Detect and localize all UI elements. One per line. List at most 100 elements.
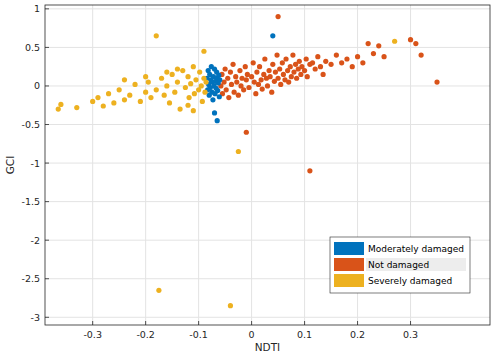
scatter-point	[217, 77, 222, 82]
y-tick-label: -2	[31, 235, 40, 246]
scatter-point	[419, 53, 424, 58]
scatter-point	[101, 103, 106, 108]
scatter-point	[334, 53, 339, 58]
x-tick-label: 0.3	[403, 329, 418, 340]
scatter-point	[305, 74, 310, 79]
scatter-point	[275, 14, 280, 19]
y-grid-line	[45, 163, 490, 164]
y-tick-label: -1	[31, 158, 40, 169]
scatter-point	[237, 68, 242, 73]
scatter-point	[148, 95, 153, 100]
y-tick	[45, 317, 49, 318]
scatter-point	[132, 82, 137, 87]
scatter-point	[90, 99, 95, 104]
scatter-point	[154, 33, 159, 38]
scatter-point	[127, 93, 132, 98]
scatter-point	[111, 100, 116, 105]
y-grid-line	[45, 317, 490, 318]
scatter-point	[143, 74, 148, 79]
points-group	[56, 14, 440, 308]
scatter-point	[185, 103, 190, 108]
x-tick	[304, 321, 305, 325]
legend-label: Severely damaged	[368, 276, 452, 286]
scatter-point	[249, 74, 254, 79]
scatter-point	[256, 82, 261, 87]
scatter-point	[294, 76, 299, 81]
scatter-point	[339, 60, 344, 65]
legend-swatch	[334, 258, 364, 271]
y-grid-line	[45, 47, 490, 48]
legend-box	[330, 237, 470, 293]
scatter-point	[408, 37, 413, 42]
plot-background	[45, 5, 490, 325]
scatter-point	[246, 85, 251, 90]
scatter-point	[280, 60, 285, 65]
scatter-point	[193, 77, 198, 82]
scatter-point	[268, 74, 273, 79]
x-tick	[145, 321, 146, 325]
y-tick	[45, 240, 49, 241]
legend-swatch	[334, 242, 364, 255]
scatter-point	[350, 64, 355, 69]
x-grid-line	[145, 5, 146, 325]
y-tick-label: 0	[34, 80, 40, 91]
scatter-point	[274, 53, 279, 58]
scatter-point	[167, 100, 172, 105]
scatter-point	[277, 66, 282, 71]
y-tick-label: -2.5	[21, 273, 40, 284]
scatter-point	[262, 56, 267, 61]
x-tick	[251, 321, 252, 325]
scatter-point	[266, 68, 271, 73]
y-tick-label: -0.5	[21, 119, 40, 130]
scatter-point	[230, 62, 235, 67]
scatter-point	[201, 49, 206, 54]
scatter-point	[270, 33, 275, 38]
x-tick-label: -0.1	[189, 329, 208, 340]
scatter-point	[162, 93, 167, 98]
scatter-point	[291, 69, 296, 74]
scatter-point	[212, 110, 217, 115]
scatter-point	[328, 62, 333, 67]
scatter-point	[283, 56, 288, 61]
y-tick-label: 0.5	[25, 42, 40, 53]
y-tick	[45, 47, 49, 48]
scatter-point	[175, 80, 180, 85]
scatter-point	[226, 95, 231, 100]
scatter-point	[315, 54, 320, 59]
scatter-point	[254, 69, 259, 74]
y-tick	[45, 8, 49, 9]
x-tick-label: 0.1	[297, 329, 312, 340]
scatter-point	[298, 72, 303, 77]
scatter-point	[215, 118, 220, 123]
scatter-point	[199, 83, 204, 88]
scatter-point	[232, 90, 237, 95]
scatter-point	[260, 86, 265, 91]
scatter-point	[355, 54, 360, 59]
scatter-point	[297, 59, 302, 64]
x-tick	[410, 321, 411, 325]
legend: Moderately damagedNot damagedSeverely da…	[330, 237, 470, 293]
scatter-point	[192, 91, 197, 96]
y-tick	[45, 163, 49, 164]
scatter-point	[185, 74, 190, 79]
scatter-point	[223, 66, 228, 71]
y-tick-label: 1	[34, 3, 40, 14]
scatter-point	[302, 68, 307, 73]
scatter-point	[122, 77, 127, 82]
scatter-point	[289, 74, 294, 79]
scatter-point	[156, 288, 161, 293]
scatter-point	[122, 97, 127, 102]
scatter-point	[360, 60, 365, 65]
scatter-point	[229, 82, 234, 87]
scatter-point	[215, 88, 220, 93]
scatter-point	[175, 66, 180, 71]
scatter-point	[203, 80, 208, 85]
y-tick-label: -3	[31, 312, 40, 323]
scatter-point	[366, 41, 371, 46]
y-tick	[45, 278, 49, 279]
legend-swatch	[334, 274, 364, 287]
x-grid-line	[92, 5, 93, 325]
x-tick	[92, 321, 93, 325]
scatter-point	[202, 90, 207, 95]
scatter-point	[154, 87, 159, 92]
